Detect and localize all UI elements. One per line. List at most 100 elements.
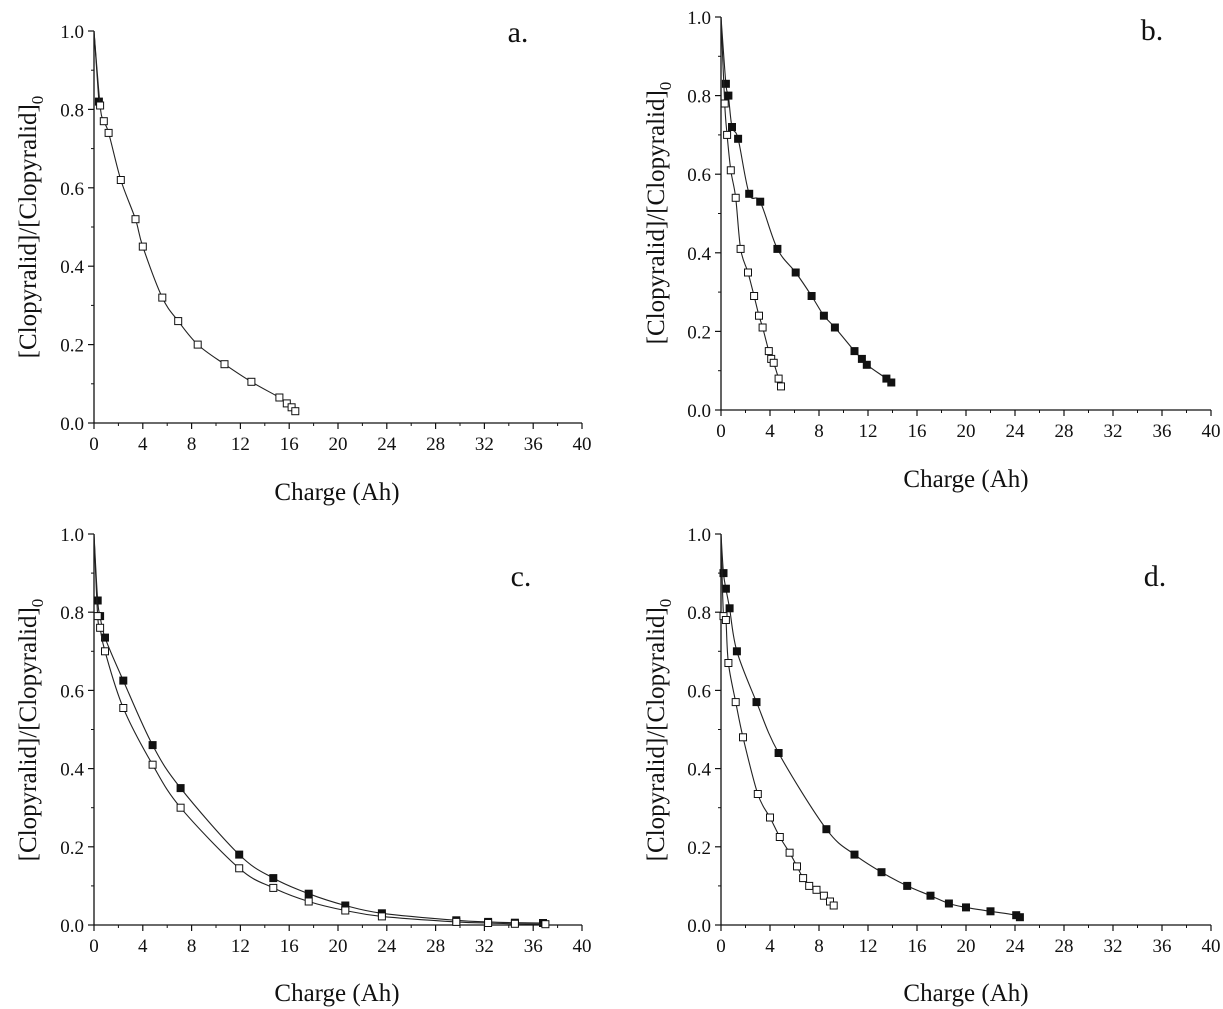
data-point-open — [131, 215, 140, 224]
y-tick-label: 0.8 — [687, 603, 711, 624]
data-point-open — [777, 382, 785, 391]
y-axis-title: [Clopyralid]/[Clopyralid]0 — [643, 82, 675, 345]
data-point-open — [176, 803, 185, 812]
x-axis-title: Charge (Ah) — [274, 980, 399, 1007]
chart-panel-1: 0 4 8 12 16 20 24 28 32 36 40 0.0 0.2 0.4 0.6 0.8 1.0 Cha… — [15, 16, 592, 506]
y-tick-label: 0.6 — [687, 165, 711, 186]
series-line-1 — [93, 533, 544, 924]
y-tick-label: 0.4 — [60, 257, 84, 278]
x-tick-label: 4 — [765, 421, 775, 442]
y-axis-title: [Clopyralid]/[Clopyralid]0 — [15, 599, 47, 862]
x-tick-label: 40 — [1202, 421, 1221, 442]
x-tick-label: 36 — [524, 434, 543, 455]
x-tick-label: 12 — [859, 936, 878, 957]
y-tick-label: 1.0 — [60, 525, 84, 546]
data-point-open — [750, 292, 759, 300]
y-tick-label: 0.6 — [60, 681, 84, 702]
y-tick-label: 0.2 — [687, 838, 711, 859]
y-tick-label: 0.6 — [687, 681, 711, 702]
data-point-filled — [822, 825, 831, 834]
y-tick-label: 0.0 — [60, 414, 84, 435]
data-point-open — [731, 698, 740, 707]
data-point-open — [775, 833, 784, 841]
data-point-open — [101, 647, 109, 656]
data-point-open — [726, 166, 735, 175]
y-tick-label: 1.0 — [687, 525, 711, 546]
chart-panel-3: 0 4 8 12 16 20 24 28 32 36 40 0.0 0.2 0.4 0.6 0.8 1.0 Cha… — [15, 525, 592, 1007]
x-tick-label: 20 — [957, 421, 976, 442]
x-tick-label: 16 — [280, 936, 299, 957]
data-point-open — [119, 704, 128, 712]
x-axis-title: Charge (Ah) — [274, 479, 399, 506]
x-tick-label: 0 — [89, 434, 99, 455]
x-tick-label: 24 — [377, 434, 397, 455]
data-point-filled — [773, 244, 782, 253]
data-point-open — [96, 623, 105, 632]
x-tick-label: 8 — [814, 936, 824, 957]
data-point-filled — [148, 741, 157, 750]
data-point-filled — [877, 868, 886, 877]
data-point-open — [721, 616, 730, 624]
data-point-filled — [926, 891, 935, 900]
data-point-open — [510, 919, 519, 928]
data-point-open — [764, 347, 773, 356]
data-point-open — [769, 358, 778, 367]
x-tick-label: 28 — [1055, 936, 1074, 957]
data-point-open — [812, 885, 821, 894]
y-axis-title: [Clopyralid]/[Clopyralid]0 — [643, 599, 675, 862]
series-line-2 — [93, 30, 296, 412]
x-tick-label: 40 — [1202, 936, 1221, 957]
data-point-filled — [791, 268, 800, 277]
data-point-filled — [728, 123, 736, 131]
series-line-2 — [93, 533, 546, 925]
x-tick-label: 32 — [1104, 936, 1123, 957]
x-tick-label: 8 — [187, 434, 197, 455]
data-point-filled — [119, 676, 128, 685]
data-point-open — [220, 360, 229, 369]
data-point-open — [99, 117, 108, 126]
x-tick-label: 40 — [573, 434, 592, 455]
data-point-open — [758, 323, 767, 332]
data-point-filled — [850, 347, 859, 356]
data-point-open — [377, 912, 386, 921]
data-point-open — [766, 813, 774, 822]
data-point-filled — [235, 850, 244, 859]
x-tick-label: 36 — [524, 936, 543, 957]
data-point-filled — [93, 596, 102, 605]
data-point-filled — [745, 189, 754, 198]
x-tick-label: 24 — [377, 936, 397, 957]
y-tick-label: 0.6 — [60, 179, 84, 200]
data-point-filled — [721, 584, 730, 593]
series-line-2 — [720, 533, 835, 906]
data-point-open — [739, 733, 747, 742]
data-point-filled — [1015, 913, 1024, 922]
data-point-filled — [944, 899, 953, 908]
data-point-open — [116, 176, 125, 184]
data-point-open — [452, 917, 461, 926]
data-point-open — [93, 612, 102, 621]
data-point-filled — [807, 292, 816, 300]
data-point-open — [829, 901, 838, 910]
x-tick-label: 24 — [1006, 421, 1026, 442]
data-point-filled — [304, 889, 313, 898]
x-tick-label: 12 — [231, 434, 250, 455]
data-point-open — [484, 919, 493, 927]
x-tick-label: 8 — [187, 936, 197, 957]
x-tick-label: 28 — [1055, 421, 1074, 442]
y-tick-label: 0.2 — [60, 838, 84, 859]
x-tick-label: 32 — [475, 434, 494, 455]
data-point-filled — [176, 784, 185, 793]
x-axis-title: Charge (Ah) — [903, 980, 1028, 1007]
data-point-filled — [734, 134, 743, 143]
data-point-open — [723, 130, 732, 139]
y-tick-label: 0.4 — [687, 244, 711, 265]
x-tick-label: 20 — [329, 936, 348, 957]
x-tick-label: 20 — [957, 936, 976, 957]
x-tick-label: 12 — [859, 421, 878, 442]
y-tick-label: 0.0 — [687, 916, 711, 937]
y-tick-label: 0.4 — [687, 760, 711, 781]
x-tick-label: 0 — [716, 421, 726, 442]
series-line-1 — [720, 533, 1021, 918]
x-axis-title: Charge (Ah) — [903, 466, 1028, 493]
